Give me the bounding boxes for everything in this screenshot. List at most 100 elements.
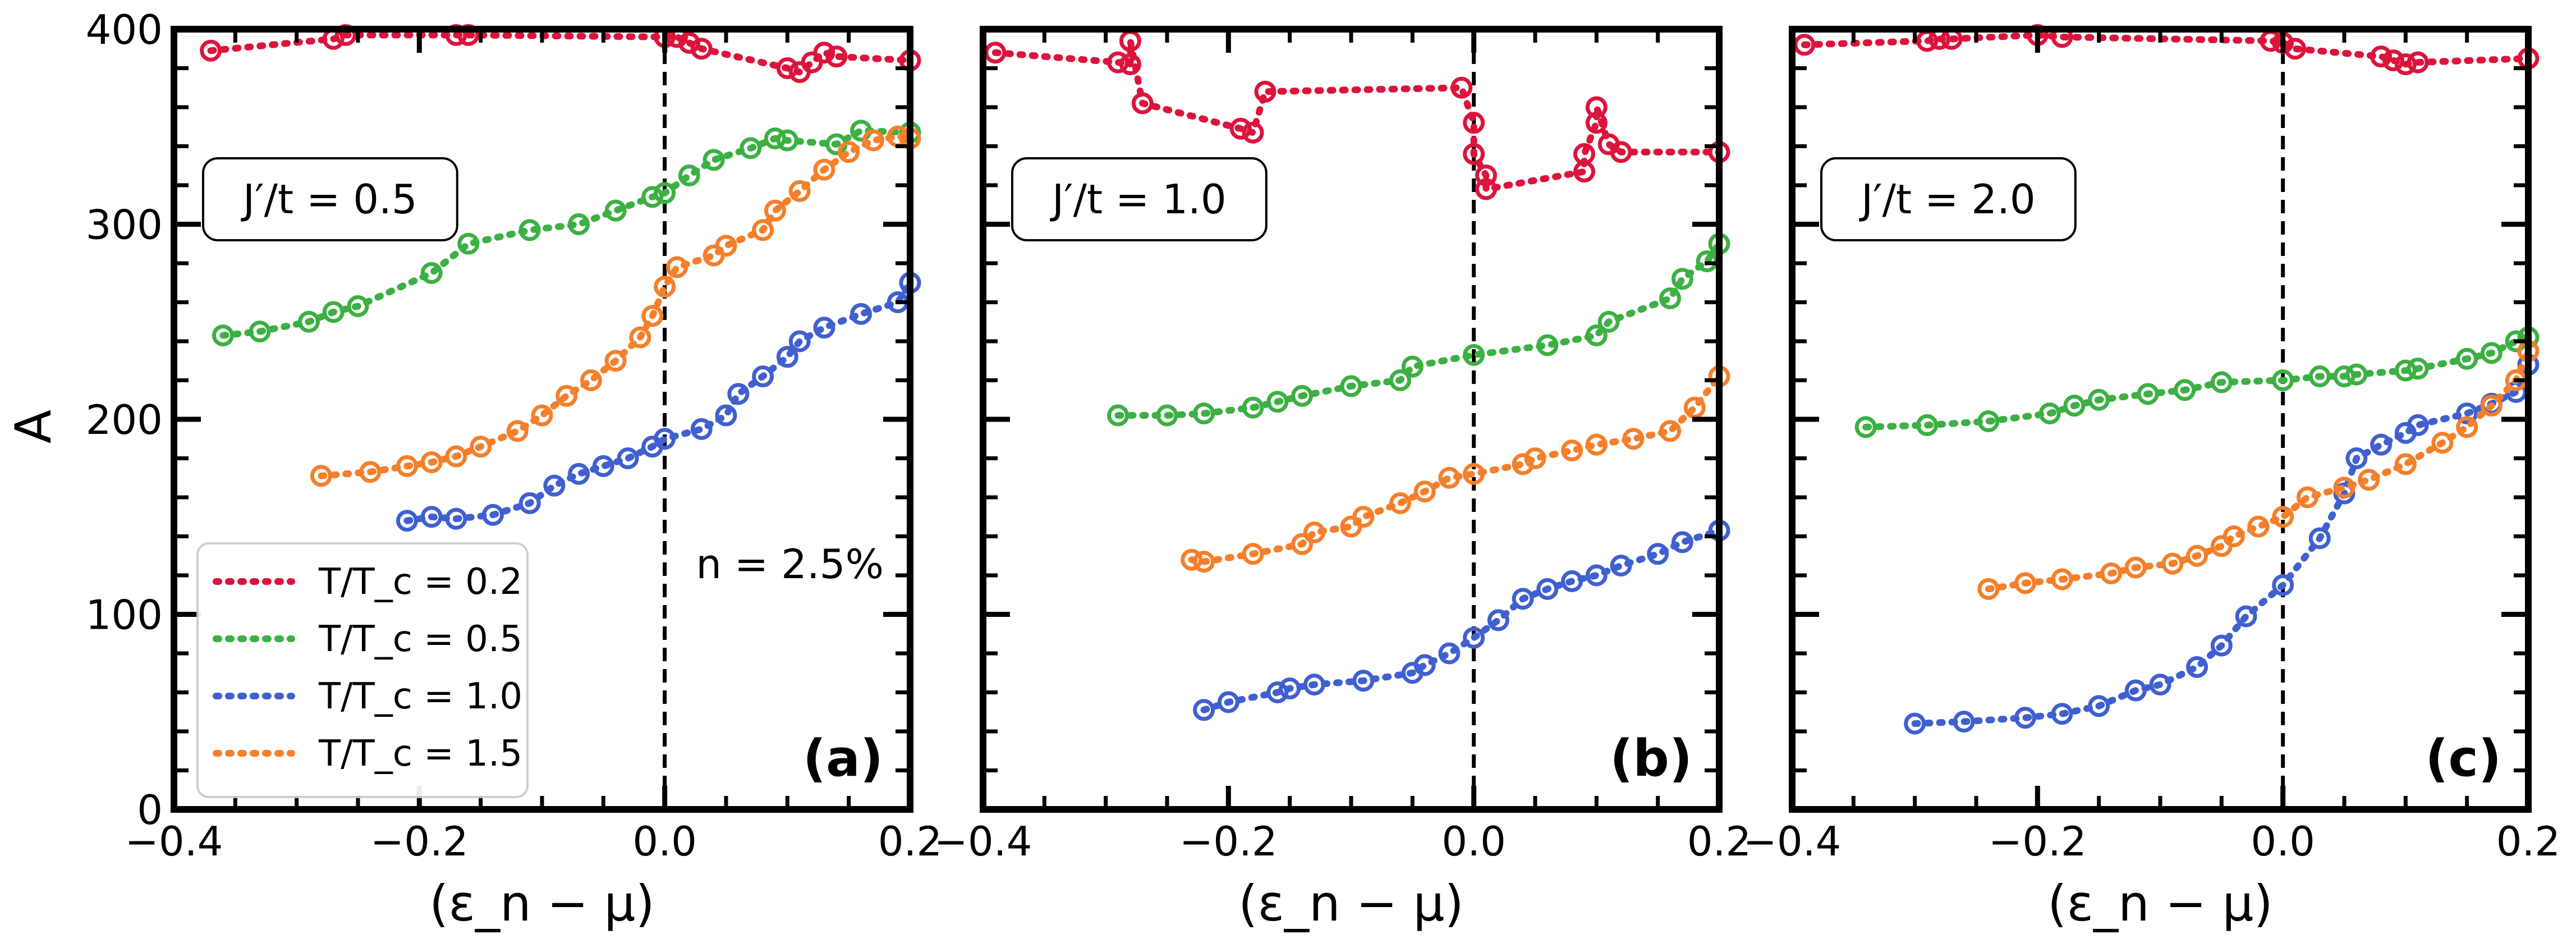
data-point xyxy=(2284,38,2307,60)
data-point xyxy=(2063,395,2086,417)
data-point xyxy=(715,404,737,427)
series-line xyxy=(318,133,913,479)
x-tick-label: −0.2 xyxy=(1179,818,1278,865)
annotation-box xyxy=(1011,157,1268,241)
data-point xyxy=(531,404,553,427)
data-point xyxy=(2124,679,2147,702)
data-point xyxy=(1561,440,1583,462)
annotation-box xyxy=(202,157,458,241)
data-point xyxy=(1413,480,1436,503)
data-point xyxy=(838,141,860,163)
data-point xyxy=(1401,355,1424,378)
legend-label: T/T_c = 1.0 xyxy=(318,676,522,717)
data-point xyxy=(2149,674,2171,696)
data-point xyxy=(445,445,467,468)
series-line xyxy=(1200,527,1723,713)
data-point xyxy=(396,510,418,532)
plot-frame xyxy=(171,26,913,813)
data-point xyxy=(1352,506,1375,528)
data-point xyxy=(1291,533,1314,555)
data-point xyxy=(1585,433,1608,456)
data-point xyxy=(396,455,418,477)
data-point xyxy=(1475,164,1498,187)
data-point xyxy=(2456,416,2478,438)
data-point xyxy=(862,129,884,152)
data-point xyxy=(654,182,676,204)
data-point xyxy=(1671,531,1693,553)
data-point xyxy=(568,463,590,485)
data-point xyxy=(580,369,602,391)
data-point xyxy=(2308,527,2331,550)
data-point xyxy=(1279,678,1301,700)
data-point xyxy=(2186,544,2208,567)
y-tick-label: 200 xyxy=(86,396,163,443)
data-point xyxy=(347,295,369,317)
data-point xyxy=(1413,654,1436,676)
data-point xyxy=(1438,466,1461,489)
data-point xyxy=(2088,388,2110,411)
data-point xyxy=(2370,433,2393,456)
data-point xyxy=(2480,395,2502,417)
data-point xyxy=(654,276,676,298)
data-point xyxy=(2014,572,2036,594)
data-point xyxy=(1266,391,1289,413)
data-point xyxy=(1536,578,1559,600)
data-point xyxy=(690,418,713,440)
data-point xyxy=(1463,463,1485,485)
data-point xyxy=(2394,453,2417,475)
data-point xyxy=(1512,453,1534,475)
x-tick-label: −0.4 xyxy=(125,818,223,865)
data-point xyxy=(1953,711,1975,733)
data-point xyxy=(752,365,774,388)
data-point xyxy=(322,301,345,323)
data-point xyxy=(1229,117,1252,140)
data-point xyxy=(2137,383,2159,405)
data-point xyxy=(2223,525,2245,547)
data-point xyxy=(752,219,774,241)
data-point xyxy=(629,326,651,349)
data-point xyxy=(2431,432,2454,454)
data-point xyxy=(249,321,271,343)
data-point xyxy=(1585,96,1608,118)
data-point xyxy=(1585,324,1608,347)
data-point xyxy=(420,451,443,473)
data-point xyxy=(2014,707,2036,729)
data-point xyxy=(2394,53,2417,76)
coupling-annotation: J′/t = 1.0 xyxy=(1050,176,1227,223)
series-3 xyxy=(1977,340,2540,600)
data-point xyxy=(1683,396,1706,419)
data-point xyxy=(1647,543,1669,565)
data-point xyxy=(715,235,737,257)
data-point xyxy=(764,127,786,150)
data-point xyxy=(690,38,713,60)
data-point xyxy=(1622,428,1645,450)
data-point xyxy=(1107,404,1129,427)
data-point xyxy=(1193,402,1215,425)
data-point xyxy=(1107,51,1129,74)
y-tick-label: 300 xyxy=(86,202,163,249)
y-tick-label: 400 xyxy=(86,6,163,53)
data-point xyxy=(518,219,541,241)
data-point xyxy=(2272,506,2294,528)
data-point xyxy=(617,447,639,469)
data-point xyxy=(1291,384,1314,407)
data-point xyxy=(212,324,234,347)
data-point xyxy=(1242,543,1264,565)
data-point xyxy=(518,492,541,514)
series-0 xyxy=(200,24,921,83)
data-point xyxy=(2272,369,2294,391)
data-point xyxy=(2358,469,2380,491)
x-axis-title: (ε_n − μ) xyxy=(2047,875,2273,932)
data-point xyxy=(604,199,627,222)
data-point xyxy=(2333,365,2355,388)
data-point xyxy=(2308,365,2331,388)
data-point xyxy=(2345,447,2368,469)
series-line xyxy=(1911,361,2532,727)
data-point xyxy=(2456,402,2478,425)
data-point xyxy=(2088,695,2110,717)
data-point xyxy=(1977,578,2000,600)
data-point xyxy=(1450,76,1473,99)
data-point xyxy=(2407,414,2429,436)
x-tick-label: 0.2 xyxy=(2496,818,2561,865)
